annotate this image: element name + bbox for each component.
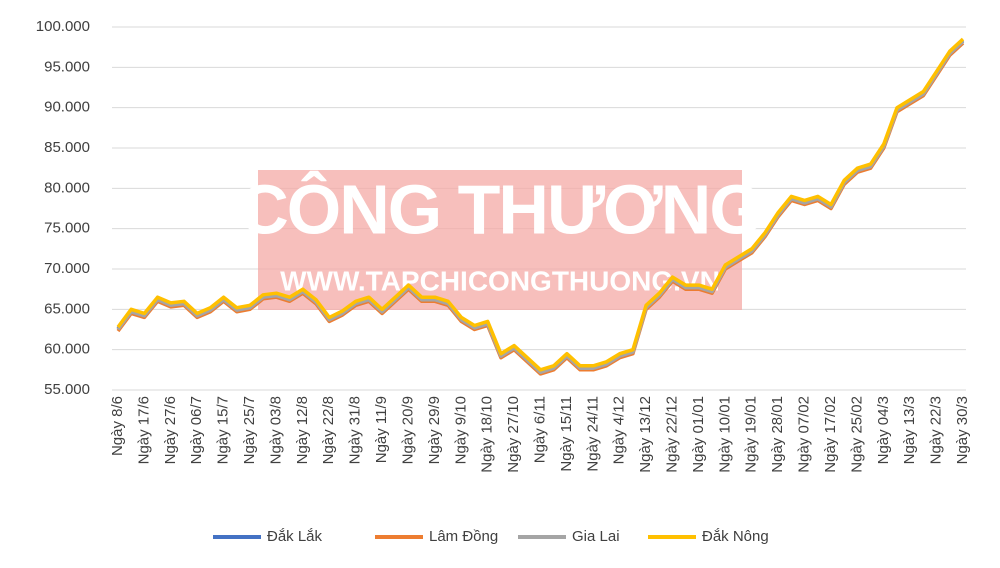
x-tick-label: Ngày 15/11 (558, 396, 575, 472)
x-tick-label: Ngày 27/6 (162, 396, 179, 464)
x-tick-label: Ngày 27/10 (505, 396, 522, 473)
x-tick-label: Ngày 8/6 (109, 396, 126, 456)
x-tick-label: Ngày 03/8 (267, 396, 284, 464)
y-tick-label: 60.000 (44, 341, 90, 358)
legend-label: Đắk Nông (702, 528, 769, 545)
x-tick-label: Ngày 10/01 (716, 396, 733, 473)
x-tick-label: Ngày 9/10 (452, 396, 469, 464)
y-tick-label: 70.000 (44, 260, 90, 277)
x-tick-label: Ngày 22/12 (664, 396, 681, 473)
x-tick-label: Ngày 19/01 (743, 396, 760, 473)
x-tick-label: Ngày 6/11 (531, 396, 548, 463)
y-tick-label: 90.000 (44, 99, 90, 116)
y-tick-label: 85.000 (44, 139, 90, 156)
x-tick-label: Ngày 30/3 (954, 396, 971, 464)
x-tick-label: Ngày 07/02 (796, 396, 813, 473)
y-tick-label: 55.000 (44, 381, 90, 398)
x-tick-label: Ngày 15/7 (215, 396, 232, 464)
legend-label: Gia Lai (572, 528, 620, 545)
legend-label: Đắk Lắk (267, 528, 323, 545)
x-tick-label: Ngày 25/02 (848, 396, 865, 473)
x-tick-label: Ngày 31/8 (347, 396, 364, 464)
x-tick-label: Ngày 4/12 (611, 396, 628, 464)
x-tick-label: Ngày 06/7 (188, 396, 205, 464)
y-tick-label: 75.000 (44, 220, 90, 237)
watermark-title: CÔNG THƯƠNG (238, 169, 762, 248)
watermark-url: WWW.TAPCHICONGTHUONG.VN (280, 265, 720, 296)
watermark-box (258, 170, 742, 310)
x-tick-label: Ngày 18/10 (479, 396, 496, 473)
x-tick-label: Ngày 01/01 (690, 396, 707, 473)
y-tick-label: 65.000 (44, 300, 90, 317)
x-tick-label: Ngày 28/01 (769, 396, 786, 473)
series-line (116, 40, 965, 375)
y-tick-label: 80.000 (44, 179, 90, 196)
x-tick-label: Ngày 20/9 (399, 396, 416, 464)
x-tick-label: Ngày 25/7 (241, 396, 258, 464)
x-tick-label: Ngày 17/02 (822, 396, 839, 473)
x-tick-label: Ngày 22/8 (320, 396, 337, 464)
y-tick-label: 95.000 (44, 58, 90, 75)
x-tick-label: Ngày 13/3 (901, 396, 918, 464)
series-line (116, 37, 965, 372)
x-tick-label: Ngày 13/12 (637, 396, 654, 473)
x-tick-label: Ngày 24/11 (584, 396, 601, 472)
x-tick-label: Ngày 11/9 (373, 396, 390, 463)
y-tick-label: 100.000 (36, 18, 90, 35)
x-tick-label: Ngày 29/9 (426, 396, 443, 464)
x-tick-label: Ngày 22/3 (928, 396, 945, 464)
legend-label: Lâm Đồng (429, 528, 498, 545)
x-tick-label: Ngày 12/8 (294, 396, 311, 464)
x-tick-label: Ngày 04/3 (875, 396, 892, 464)
x-tick-label: Ngày 17/6 (135, 396, 152, 464)
